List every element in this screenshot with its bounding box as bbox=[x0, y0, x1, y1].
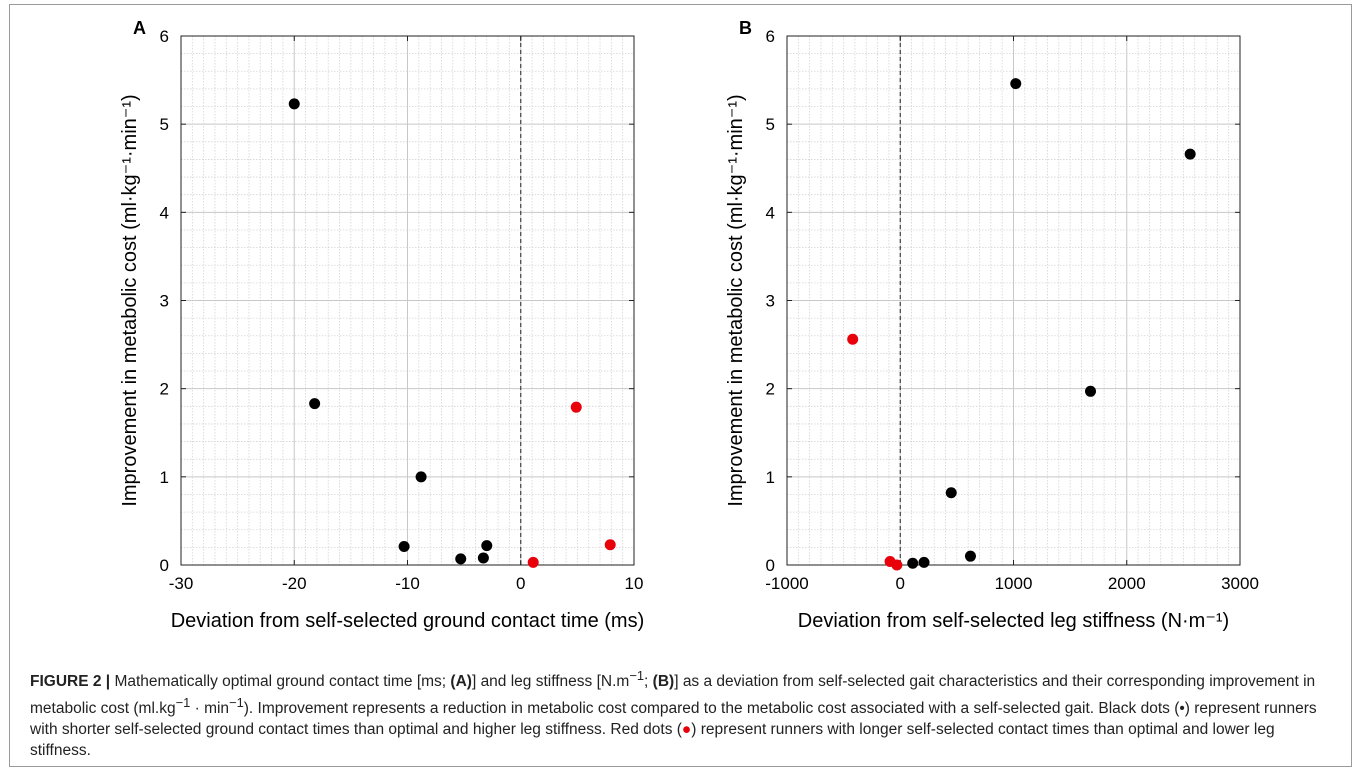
y-tick-label: 1 bbox=[160, 468, 169, 487]
y-axis-label: Improvement in metabolic cost (ml·kg⁻¹·m… bbox=[725, 94, 747, 506]
y-tick-label: 0 bbox=[766, 556, 775, 575]
panel-label: B bbox=[739, 18, 752, 38]
x-axis-label: Deviation from self-selected ground cont… bbox=[171, 610, 645, 632]
x-tick-label: -1000 bbox=[765, 574, 808, 593]
y-tick-label: 6 bbox=[160, 27, 169, 46]
data-point-black bbox=[455, 553, 467, 565]
data-point-black bbox=[309, 398, 321, 410]
data-point-black bbox=[398, 540, 410, 552]
x-tick-label: -30 bbox=[169, 574, 194, 593]
y-tick-label: 3 bbox=[766, 292, 775, 311]
data-point-red bbox=[891, 559, 903, 571]
y-tick-label: 4 bbox=[160, 203, 169, 222]
y-tick-label: 5 bbox=[160, 115, 169, 134]
x-tick-label: 10 bbox=[625, 574, 644, 593]
panel-label: A bbox=[133, 18, 146, 38]
figure-caption: FIGURE 2 | Mathematically optimal ground… bbox=[30, 665, 1335, 761]
data-point-black bbox=[907, 557, 919, 569]
caption-text-1: Mathematically optimal ground contact ti… bbox=[110, 673, 451, 691]
caption-sup-1: −1 bbox=[629, 668, 645, 683]
data-point-red bbox=[570, 401, 582, 413]
x-tick-label: 3000 bbox=[1221, 574, 1259, 593]
y-tick-label: 2 bbox=[766, 380, 775, 399]
y-tick-label: 2 bbox=[160, 380, 169, 399]
data-point-red bbox=[604, 539, 616, 551]
y-tick-label: 5 bbox=[766, 115, 775, 134]
data-point-black bbox=[481, 540, 493, 552]
caption-ref-a: (A) bbox=[450, 673, 472, 691]
x-tick-label: -10 bbox=[395, 574, 420, 593]
panel-a-scatter-chart: -30 -20 -10 0 10 0 1 2 3 4 5 6A Deviation from self-… bbox=[119, 18, 644, 632]
x-tick-label: 1000 bbox=[995, 574, 1033, 593]
caption-text-4: ] as a deviation from self-selected gait… bbox=[30, 673, 1316, 718]
caption-text-2: ] and leg stiffness [N.m bbox=[471, 673, 630, 691]
caption-text-6: ). Improvement represents a reduction in… bbox=[30, 700, 1317, 739]
data-point-black bbox=[1184, 148, 1196, 160]
x-tick-label: -20 bbox=[282, 574, 307, 593]
y-tick-label: 3 bbox=[160, 292, 169, 311]
red-dot-symbol: ● bbox=[681, 721, 692, 739]
x-tick-label: 0 bbox=[516, 574, 525, 593]
caption-sup-3: −1 bbox=[229, 695, 244, 711]
data-point-black bbox=[945, 487, 957, 499]
y-tick-label: 0 bbox=[160, 556, 169, 575]
x-tick-label: 2000 bbox=[1108, 574, 1146, 593]
x-axis-label: Deviation from self-selected leg stiffne… bbox=[798, 610, 1229, 632]
figure-frame bbox=[9, 4, 1352, 767]
caption-text-7: ) represent runners with longer self-sel… bbox=[30, 721, 1275, 760]
caption-text-5: · min bbox=[190, 700, 230, 718]
x-tick-label: 0 bbox=[896, 574, 905, 593]
data-point-red bbox=[527, 556, 539, 568]
caption-ref-b: (B) bbox=[652, 673, 675, 691]
data-point-red bbox=[847, 333, 859, 345]
data-point-black bbox=[918, 556, 930, 568]
data-point-black bbox=[1010, 78, 1022, 90]
y-axis-label: Improvement in metabolic cost (ml·kg⁻¹·m… bbox=[119, 94, 141, 506]
caption-text-3: ; bbox=[644, 673, 653, 691]
y-tick-label: 4 bbox=[766, 203, 775, 222]
caption-sup-2: −1 bbox=[175, 695, 191, 711]
data-point-black bbox=[415, 471, 427, 483]
caption-label: FIGURE 2 | bbox=[30, 673, 111, 691]
data-point-black bbox=[288, 98, 300, 110]
data-point-black bbox=[477, 552, 489, 564]
data-point-black bbox=[1085, 385, 1097, 397]
data-point-black bbox=[964, 550, 976, 562]
y-tick-label: 6 bbox=[766, 27, 775, 46]
y-tick-label: 1 bbox=[766, 468, 775, 487]
